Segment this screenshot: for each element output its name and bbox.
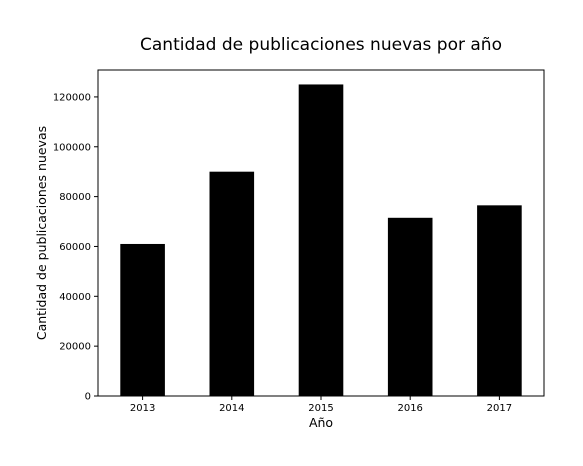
y-tick-label-40000: 40000 <box>59 292 91 303</box>
y-tick-label-60000: 60000 <box>59 242 91 253</box>
bar-2014 <box>209 171 255 396</box>
y-tick-label-100000: 100000 <box>53 142 91 153</box>
x-tick-label-2017: 2017 <box>487 403 512 414</box>
y-tick-label-0: 0 <box>85 392 91 403</box>
plot-area-frame <box>97 69 545 397</box>
bar-2015 <box>298 84 344 396</box>
x-tick-label-2014: 2014 <box>219 403 244 414</box>
x-tick-label-2016: 2016 <box>397 403 422 414</box>
bar-2017 <box>477 205 522 396</box>
bar-2013 <box>120 243 165 396</box>
y-tick-label-80000: 80000 <box>59 192 91 203</box>
y-tick-label-20000: 20000 <box>59 342 91 353</box>
y-tick-label-120000: 120000 <box>53 92 91 103</box>
x-tick-label-2015: 2015 <box>308 403 333 414</box>
x-axis-ticks: 2013 2014 2015 2016 2017 <box>130 396 512 414</box>
y-axis-ticks: 0 20000 40000 60000 80000 100000 120000 <box>53 92 98 403</box>
bars-group <box>120 84 522 396</box>
x-axis-label: Año <box>309 415 333 430</box>
chart-title: Cantidad de publicaciones nuevas por año <box>140 35 502 55</box>
y-axis-label: Cantidad de publicaciones nuevas <box>34 126 49 340</box>
x-tick-label-2013: 2013 <box>130 403 155 414</box>
bar-2016 <box>387 217 433 396</box>
